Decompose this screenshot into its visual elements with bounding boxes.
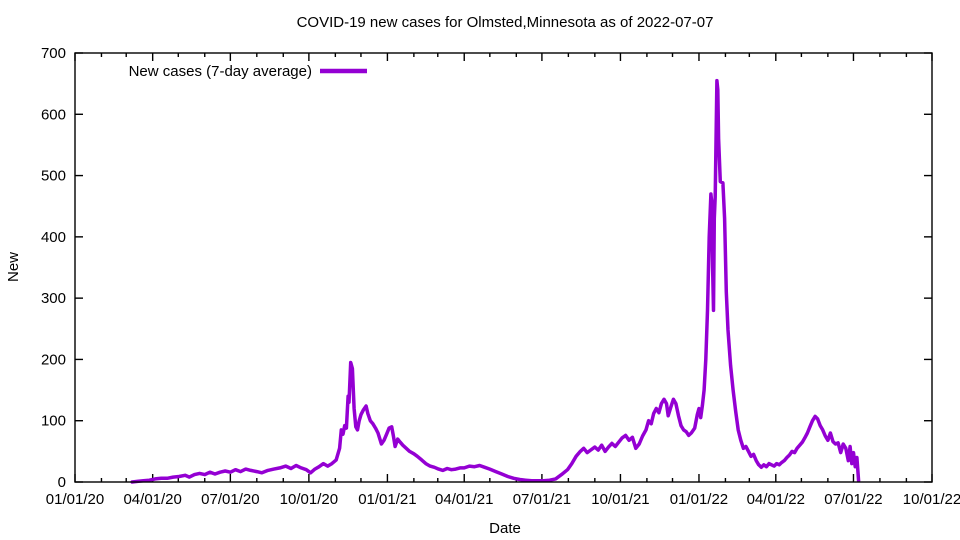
axis-ticks: 0 100 200 300 400 500 600 700 01/01/20 04/01/20 07… [41, 45, 960, 508]
x-tick-label: 07/01/20 [201, 491, 259, 508]
x-tick-label: 07/01/22 [824, 491, 882, 508]
y-tick-label: 600 [41, 106, 66, 123]
series-layer [130, 78, 861, 484]
x-tick-label: 04/01/21 [435, 491, 493, 508]
legend: New cases (7-day average) [129, 63, 367, 80]
y-tick-label: 200 [41, 351, 66, 368]
y-axis-label: New [5, 252, 22, 282]
legend-label: New cases (7-day average) [129, 63, 312, 80]
y-tick-label: 100 [41, 413, 66, 430]
x-tick-label: 04/01/20 [123, 491, 181, 508]
chart-title: COVID-19 new cases for Olmsted,Minnesota… [297, 14, 714, 31]
y-tick-label: 400 [41, 229, 66, 246]
y-tick-label: 500 [41, 168, 66, 185]
x-axis-label: Date [489, 520, 521, 537]
y-tick-label: 0 [58, 474, 66, 491]
x-tick-label: 01/01/20 [46, 491, 104, 508]
x-tick-label: 10/01/21 [591, 491, 649, 508]
plot-frame [74, 52, 933, 483]
x-tick-label: 01/01/21 [358, 491, 416, 508]
x-tick-label: 07/01/21 [513, 491, 571, 508]
x-tick-label: 10/01/22 [903, 491, 960, 508]
x-tick-label: 04/01/22 [747, 491, 805, 508]
y-tick-label: 700 [41, 45, 66, 62]
y-tick-label: 300 [41, 290, 66, 307]
x-tick-label: 01/01/22 [670, 491, 728, 508]
x-tick-label: 10/01/20 [280, 491, 338, 508]
series-line [130, 78, 861, 484]
